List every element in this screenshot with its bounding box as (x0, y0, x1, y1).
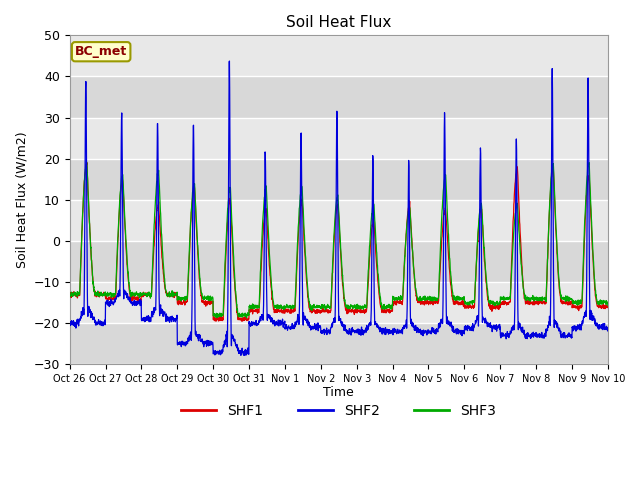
SHF3 (367, 233, 374, 239)
SHF2 (225, 58, 233, 64)
Text: BC_met: BC_met (75, 45, 127, 58)
SHF2 (604, 325, 612, 331)
Title: Soil Heat Flux: Soil Heat Flux (286, 15, 392, 30)
SHF3 (355, 305, 362, 311)
SHF3 (216, 311, 224, 316)
Bar (70, 36, 608, 76)
SHF1 (216, 315, 224, 321)
Bar (70, 159, 608, 200)
SHF1 (557, 299, 564, 304)
SHF2 (495, 325, 503, 331)
X-axis label: Time: Time (323, 385, 354, 398)
SHF1 (66, 293, 74, 299)
Line: SHF3: SHF3 (70, 162, 608, 318)
SHF1 (355, 308, 362, 313)
Bar (70, 241, 608, 282)
SHF1 (572, 303, 579, 309)
SHF3 (557, 293, 564, 299)
SHF2 (367, 322, 374, 328)
Bar (70, 76, 608, 118)
SHF2 (355, 329, 362, 335)
SHF1 (604, 303, 612, 309)
SHF3 (243, 315, 250, 321)
Bar (70, 282, 608, 324)
SHF3 (604, 302, 612, 308)
Legend: SHF1, SHF2, SHF3: SHF1, SHF2, SHF3 (176, 398, 502, 423)
Y-axis label: Soil Heat Flux (W/m2): Soil Heat Flux (W/m2) (15, 132, 28, 268)
SHF2 (572, 324, 579, 330)
SHF2 (557, 328, 564, 334)
SHF2 (240, 352, 248, 358)
Bar (70, 200, 608, 241)
Bar (70, 118, 608, 159)
Line: SHF2: SHF2 (70, 61, 608, 355)
SHF1 (83, 160, 91, 166)
SHF1 (367, 244, 374, 250)
SHF3 (83, 159, 90, 165)
SHF1 (212, 318, 220, 324)
SHF3 (495, 300, 503, 306)
SHF1 (495, 305, 503, 311)
SHF3 (572, 298, 579, 304)
SHF2 (216, 348, 223, 353)
Line: SHF1: SHF1 (70, 163, 608, 321)
SHF3 (66, 293, 74, 299)
SHF2 (66, 323, 74, 328)
Bar (70, 324, 608, 364)
